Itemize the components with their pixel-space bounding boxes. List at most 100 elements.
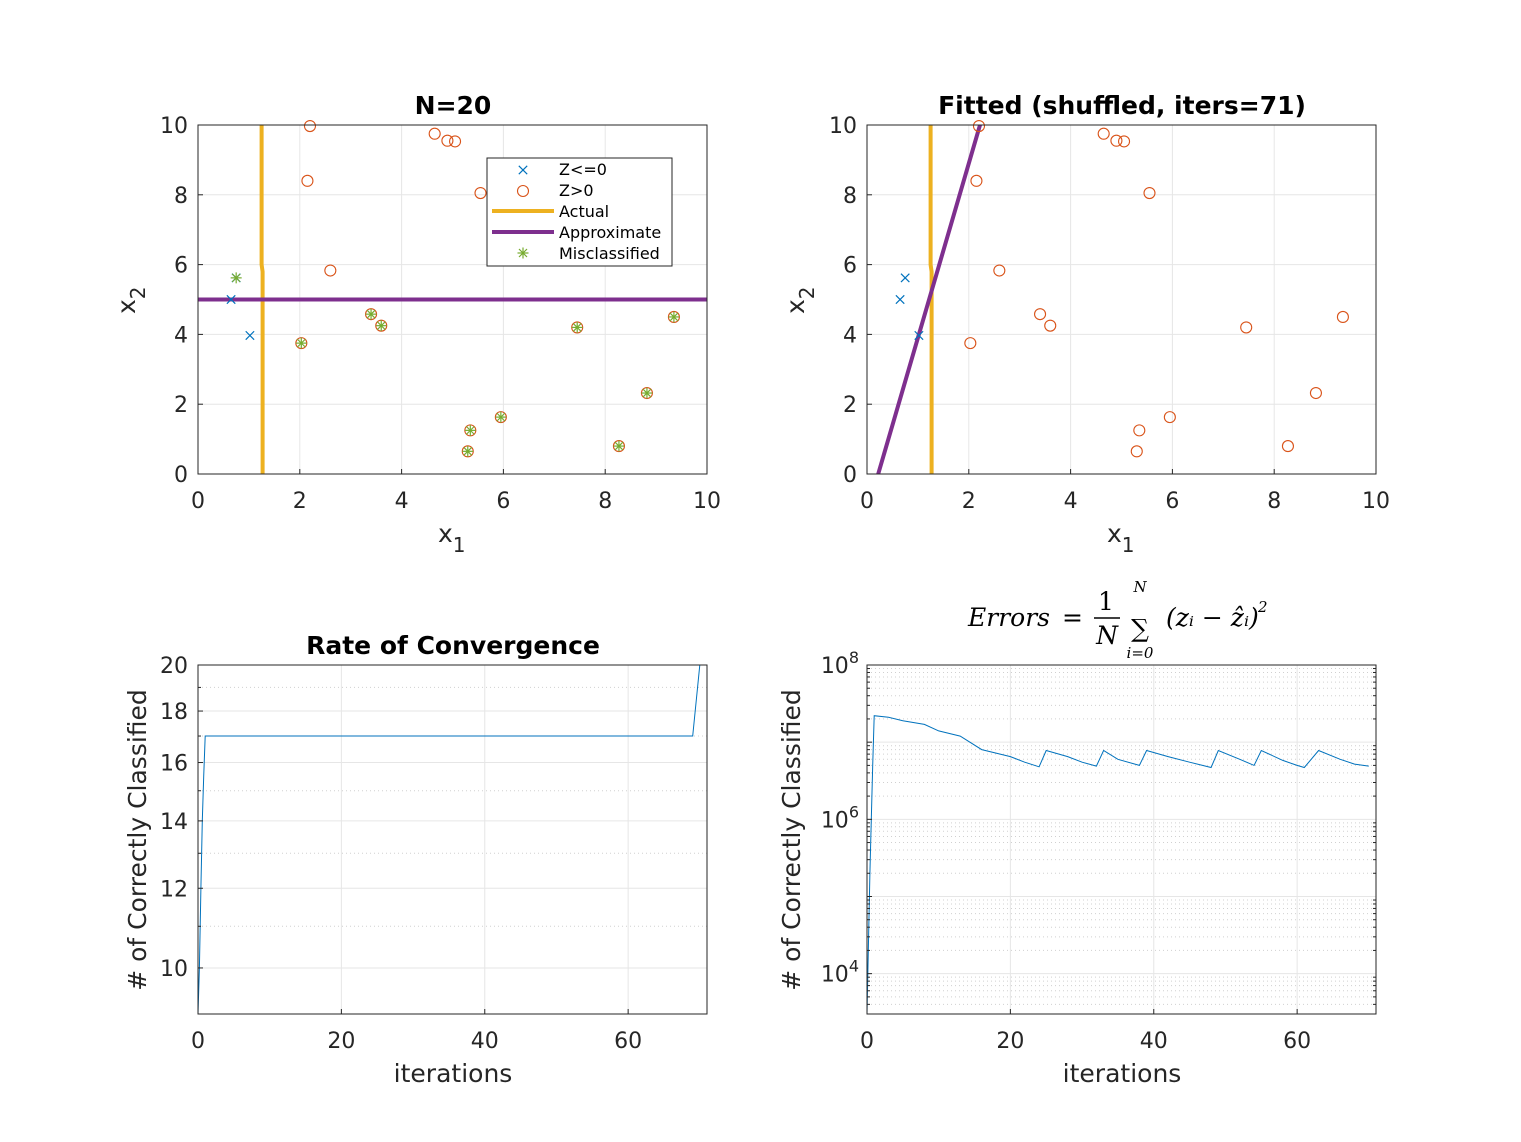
tick-labels: 0 2 4 6 8 10 0 2 4 6 8 10 bbox=[829, 114, 1390, 514]
formula-sum-lower: i=0 bbox=[1127, 644, 1154, 662]
formula-equals: = bbox=[1062, 603, 1083, 632]
x-tick-label: 60 bbox=[614, 1029, 642, 1054]
y-tick-label: 12 bbox=[160, 877, 188, 902]
data-point-z-positive bbox=[1240, 321, 1253, 334]
y-tick-label: 8 bbox=[174, 184, 188, 209]
data-point-z-positive bbox=[1336, 310, 1349, 324]
y-tick-label: 108 bbox=[821, 648, 859, 679]
plot-title: N=20 bbox=[415, 91, 492, 120]
data-point-z-positive bbox=[1281, 440, 1294, 453]
y-tick-label: 106 bbox=[821, 802, 859, 833]
plot-title: Fitted (shuffled, iters=71) bbox=[938, 91, 1306, 120]
legend-marker-star bbox=[517, 247, 529, 259]
y-axis-label-group: x2 bbox=[781, 286, 819, 314]
marker-star-stroke bbox=[366, 309, 376, 319]
legend-label-z-nonpositive: Z<=0 bbox=[559, 160, 607, 179]
misclassified-marker bbox=[641, 387, 653, 399]
y-axis-label: # of Correctly Classified bbox=[777, 689, 806, 991]
x-axis-label-base: x bbox=[1107, 519, 1122, 548]
y-axis-label-group: # of Correctly Classified bbox=[123, 689, 152, 991]
data-point-z-positive bbox=[474, 187, 487, 200]
formula-fraction-numerator: 1 bbox=[1098, 587, 1114, 616]
legend-label-approximate: Approximate bbox=[559, 223, 661, 242]
y-tick-label: 6 bbox=[843, 254, 857, 279]
y-tick-label: 0 bbox=[843, 463, 857, 488]
data-point-z-positive bbox=[1130, 445, 1143, 458]
plot-area bbox=[876, 119, 1349, 475]
y-tick-label: 10 bbox=[160, 114, 188, 139]
actual-boundary-line bbox=[928, 125, 934, 474]
marker-star-stroke bbox=[296, 338, 306, 348]
x-tick-label: 60 bbox=[1283, 1029, 1311, 1054]
y-tick-label: 14 bbox=[160, 810, 188, 835]
y-tick-label-base: 10 bbox=[821, 654, 849, 679]
marker-star-stroke bbox=[642, 388, 652, 398]
misclassified-marker bbox=[613, 440, 625, 452]
x-axis-label: iterations bbox=[394, 1059, 513, 1088]
formula-fraction-denominator: N bbox=[1095, 621, 1119, 650]
data-point-z-positive bbox=[303, 119, 317, 133]
x-axis-label: x1 bbox=[1107, 519, 1135, 557]
marker-x-stroke bbox=[226, 294, 236, 305]
x-tick-label: 40 bbox=[1140, 1029, 1168, 1054]
x-tick-label: 8 bbox=[1267, 489, 1281, 514]
plot-area bbox=[198, 119, 707, 474]
legend-label-z-positive: Z>0 bbox=[559, 181, 594, 200]
axes-box bbox=[197, 124, 708, 475]
legend-label-actual: Actual bbox=[559, 202, 609, 221]
data-point-z-nonpositive bbox=[895, 294, 905, 305]
plot-area bbox=[866, 715, 1369, 1015]
misclassified-marker bbox=[668, 311, 680, 323]
y-tick-label: 10 bbox=[160, 957, 188, 982]
marker-star-stroke bbox=[572, 322, 582, 332]
y-tick-label-exponent: 6 bbox=[849, 802, 859, 821]
axes-box bbox=[866, 124, 1377, 475]
misclassified-marker bbox=[495, 411, 507, 423]
axes-box bbox=[866, 664, 1377, 1015]
x-tick-label: 20 bbox=[327, 1029, 355, 1054]
legend-symbol-x bbox=[518, 165, 528, 175]
approximate-boundary-line bbox=[876, 124, 982, 475]
x-tick-label: 0 bbox=[860, 1029, 874, 1054]
legend-label-misclassified: Misclassified bbox=[559, 244, 660, 263]
plot-area bbox=[197, 664, 701, 1015]
data-point-z-positive bbox=[993, 264, 1006, 277]
y-axis-label-group: # of Correctly Classified bbox=[777, 689, 806, 991]
y-axis-label-base: x bbox=[112, 299, 141, 314]
y-tick-label: 6 bbox=[174, 254, 188, 279]
data-point-z-positive bbox=[1034, 308, 1047, 321]
misclassified-marker bbox=[462, 445, 474, 457]
x-tick-label: 4 bbox=[1064, 489, 1078, 514]
y-tick-label: 8 bbox=[843, 184, 857, 209]
y-tick-label-exponent: 8 bbox=[849, 648, 859, 667]
data-point-z-positive bbox=[1143, 187, 1156, 200]
data-point-z-positive bbox=[301, 174, 314, 187]
legend: Z<=0 Z>0 Actual Approximate Misclassifie… bbox=[486, 157, 673, 267]
marker-star-stroke bbox=[669, 312, 679, 322]
x-tick-label: 40 bbox=[471, 1029, 499, 1054]
data-point-z-positive bbox=[448, 135, 462, 148]
x-tick-label: 4 bbox=[395, 489, 409, 514]
data-point-z-positive bbox=[1163, 411, 1176, 424]
y-tick-label: 16 bbox=[160, 752, 188, 777]
marker-star-stroke bbox=[376, 321, 386, 331]
formula-sum-sign: ∑ bbox=[1131, 614, 1149, 643]
data-point-z-positive bbox=[970, 174, 983, 187]
y-tick-label-base: 10 bbox=[821, 808, 849, 833]
marker-x-stroke bbox=[895, 294, 905, 305]
legend-marker-x bbox=[518, 165, 528, 175]
marker-star-stroke bbox=[463, 446, 473, 456]
x-tick-label: 2 bbox=[293, 489, 307, 514]
scatter-plot-fitted: Fitted (shuffled, iters=71) 0 2 4 6 8 10 0 2 4 6 8… bbox=[781, 91, 1390, 557]
x-tick-label: 0 bbox=[860, 489, 874, 514]
y-axis-label: # of Correctly Classified bbox=[123, 689, 152, 991]
y-tick-label: 4 bbox=[174, 323, 188, 348]
data-point-z-nonpositive bbox=[900, 273, 910, 283]
marker-star-stroke bbox=[231, 273, 241, 283]
y-axis-label: x2 bbox=[781, 286, 819, 314]
data-point-z-positive bbox=[1309, 386, 1322, 400]
data-point-z-nonpositive bbox=[226, 294, 236, 305]
x-tick-label: 6 bbox=[1165, 489, 1179, 514]
